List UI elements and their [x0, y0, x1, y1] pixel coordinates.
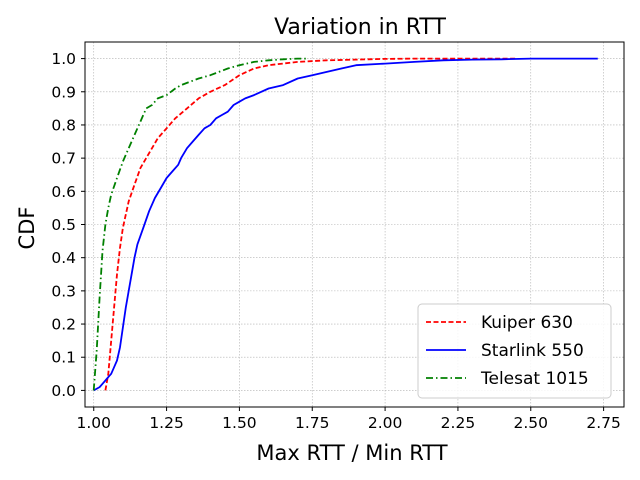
y-tick-label: 0.3 — [51, 282, 76, 300]
y-tick-label: 0.9 — [51, 83, 76, 101]
x-axis-title: Max RTT / Min RTT — [256, 441, 447, 465]
y-tick-label: 0.7 — [51, 150, 76, 168]
x-tick-label: 1.00 — [76, 414, 111, 432]
x-tick-label: 1.50 — [222, 414, 257, 432]
y-axis-title: CDF — [15, 207, 39, 250]
y-tick-label: 1.0 — [51, 50, 76, 68]
chart-title: Variation in RTT — [274, 15, 446, 40]
legend-label-starlink-550: Starlink 550 — [481, 341, 584, 361]
y-tick-label: 0.8 — [51, 116, 76, 134]
x-tick-label: 1.25 — [149, 414, 184, 432]
legend-box — [417, 303, 612, 399]
series-line-kuiper-630 — [104, 57, 517, 391]
x-tick-label: 2.75 — [586, 414, 621, 432]
series-line-telesat-1015 — [92, 57, 307, 391]
legend-label-telesat-1015: Telesat 1015 — [480, 369, 589, 389]
y-tick-label: 0.6 — [51, 183, 76, 201]
series-line-starlink-550 — [93, 57, 598, 392]
x-axis-ticks: 1.00 1.25 1.50 1.75 2.00 2.25 2.50 2.75 — [76, 407, 621, 432]
y-tick-label: 0.5 — [51, 216, 76, 234]
y-tick-label: 0.4 — [51, 249, 76, 267]
legend-label-kuiper-630: Kuiper 630 — [481, 313, 573, 333]
y-tick-label: 0.0 — [51, 382, 76, 400]
x-tick-label: 2.25 — [441, 414, 476, 432]
y-axis-ticks: 0.0 0.1 0.2 0.3 0.4 0.5 0.6 0.7 0.8 0.9 1.0 — [51, 50, 85, 400]
legend: Kuiper 630 Starlink 550 Telesat 1015 — [417, 303, 612, 399]
plot-series — [92, 57, 598, 392]
y-tick-label: 0.2 — [51, 316, 76, 334]
x-tick-label: 2.50 — [514, 414, 549, 432]
x-tick-label: 1.75 — [295, 414, 330, 432]
x-tick-label: 2.00 — [368, 414, 403, 432]
y-tick-label: 0.1 — [51, 349, 76, 367]
